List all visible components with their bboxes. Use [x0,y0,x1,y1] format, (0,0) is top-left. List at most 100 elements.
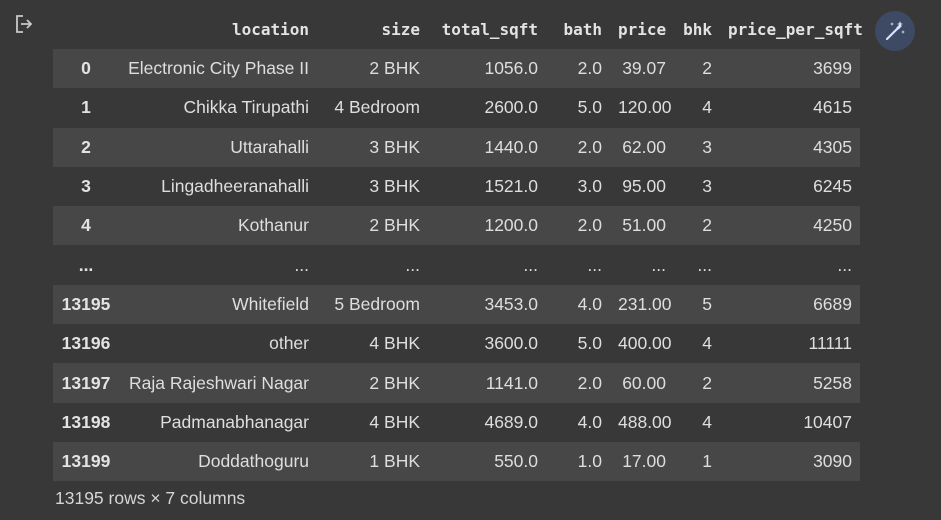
cell-total-sqft: 1056.0 [484,58,538,79]
cell-location: Electronic City Phase II [128,58,309,79]
row-index: 13199 [61,451,111,472]
table-row: 13198 Padmanabhanagar 4 BHK 4689.0 4.0 488.00… [53,402,860,442]
cell-location: ... [294,254,309,275]
cell-bath: 5.0 [577,333,602,354]
row-index: 2 [81,136,91,157]
column-header-total-sqft: total_sqft [428,9,546,49]
row-index: 13195 [61,293,111,314]
cell-price-per-sqft: 5258 [813,372,852,393]
cell-bath: 2.0 [577,372,602,393]
cell-total-sqft: 4689.0 [484,411,538,432]
cell-size: 4 BHK [369,411,420,432]
column-header-price: price [610,9,674,49]
cell-price: 17.00 [622,451,666,472]
cell-total-sqft: 3600.0 [484,333,538,354]
cell-price-per-sqft: 6245 [813,176,852,197]
column-header-size: size [317,9,428,49]
cell-price-per-sqft: ... [837,254,852,275]
cell-price: 62.00 [622,136,666,157]
cell-location: Lingadheeranahalli [161,176,309,197]
cell-total-sqft: ... [523,254,538,275]
cell-location: other [269,333,309,354]
cell-price: 231.00 [618,293,672,314]
cell-bhk: ... [697,254,712,275]
cell-bhk: 4 [702,97,712,118]
cell-price-per-sqft: 4615 [813,97,852,118]
cell-bath: 2.0 [577,215,602,236]
cell-price-per-sqft: 4305 [813,136,852,157]
row-index: 4 [81,215,91,236]
table-header-row: location size total_sqft bath price bhk price_… [53,9,863,49]
column-header-price-per-sqft: price_per_sqft [720,9,863,49]
output-cell-icon [14,14,34,34]
cell-bath: 3.0 [577,176,602,197]
column-header-bhk: bhk [674,9,720,49]
cell-size: ... [405,254,420,275]
cell-bath: 2.0 [577,136,602,157]
cell-bhk: 3 [702,136,712,157]
table-row: ........................ [53,245,860,285]
table-row: 4 Kothanur 2 BHK 1200.0 2.0 51.00 2 4250 [53,206,860,246]
cell-bath: 1.0 [577,451,602,472]
cell-size: 3 BHK [369,176,420,197]
cell-price: 95.00 [622,176,666,197]
cell-bath: 4.0 [577,293,602,314]
cell-size: 1 BHK [369,451,420,472]
cell-bhk: 3 [702,176,712,197]
table-row: 13196 other 4 BHK 3600.0 5.0 400.00 4 11111 [53,324,860,364]
row-index: 13198 [61,411,111,432]
cell-location: Kothanur [237,215,309,236]
cell-location: Doddathoguru [198,451,309,472]
magic-wand-button[interactable] [875,11,915,51]
dataframe-table: location size total_sqft bath price bhk price_… [53,9,863,482]
table-row: 3 Lingadheeranahalli 3 BHK 1521.0 3.0 95.00 3 6… [53,166,860,207]
cell-total-sqft: 3453.0 [484,293,538,314]
cell-size: 3 BHK [369,136,420,157]
cell-price-per-sqft: 3090 [813,451,852,472]
dataframe-shape-note: 13195 rows × 7 columns [55,488,246,508]
table-row: 13199 Doddathoguru 1 BHK 550.0 1.0 17.00 1 3090 [53,441,860,482]
table-row: 1 Chikka Tirupathi 4 Bedroom 2600.0 5.0 120.0… [53,88,860,128]
row-index: ... [78,254,94,275]
cell-bath: ... [587,254,602,275]
column-header-bath: bath [546,9,610,49]
table-row: 0 Electronic City Phase II 2 BHK 1056.0 2.0 3… [53,49,860,89]
cell-price: 120.00 [618,97,672,118]
cell-size: 5 Bedroom [334,293,420,314]
magic-wand-icon [885,21,905,41]
cell-price: 488.00 [618,411,672,432]
cell-location: Uttarahalli [230,136,309,157]
cell-size: 4 Bedroom [334,97,420,118]
cell-size: 2 BHK [369,58,420,79]
cell-bath: 5.0 [577,97,602,118]
cell-location: Padmanabhanagar [160,411,309,432]
table-row: 13197 Raja Rajeshwari Nagar 2 BHK 1141.0 2.0… [53,363,860,403]
cell-price: 39.07 [622,58,666,79]
cell-bhk: 2 [702,372,712,393]
cell-bhk: 2 [702,58,712,79]
cell-size: 4 BHK [369,333,420,354]
row-index: 13196 [61,333,111,354]
cell-price-per-sqft: 10407 [803,411,852,432]
cell-bhk: 2 [702,215,712,236]
cell-bath: 4.0 [577,411,602,432]
cell-price: 400.00 [618,333,672,354]
cell-bhk: 4 [702,411,712,432]
cell-size: 2 BHK [369,215,420,236]
row-index: 0 [81,58,91,79]
cell-total-sqft: 1200.0 [484,215,538,236]
cell-total-sqft: 550.0 [494,451,538,472]
cell-location: Whitefield [232,293,309,314]
row-index: 13197 [61,372,111,393]
cell-size: 2 BHK [369,372,420,393]
cell-bhk: 1 [702,451,712,472]
cell-total-sqft: 1440.0 [484,136,538,157]
cell-price: ... [651,254,666,275]
cell-price: 51.00 [622,215,666,236]
cell-price-per-sqft: 4250 [813,215,852,236]
cell-price-per-sqft: 6689 [813,293,852,314]
cell-price: 60.00 [622,372,666,393]
cell-bhk: 5 [702,293,712,314]
row-index: 3 [81,176,91,197]
table-row: 13195 Whitefield 5 Bedroom 3453.0 4.0 231.00 5… [53,284,860,325]
